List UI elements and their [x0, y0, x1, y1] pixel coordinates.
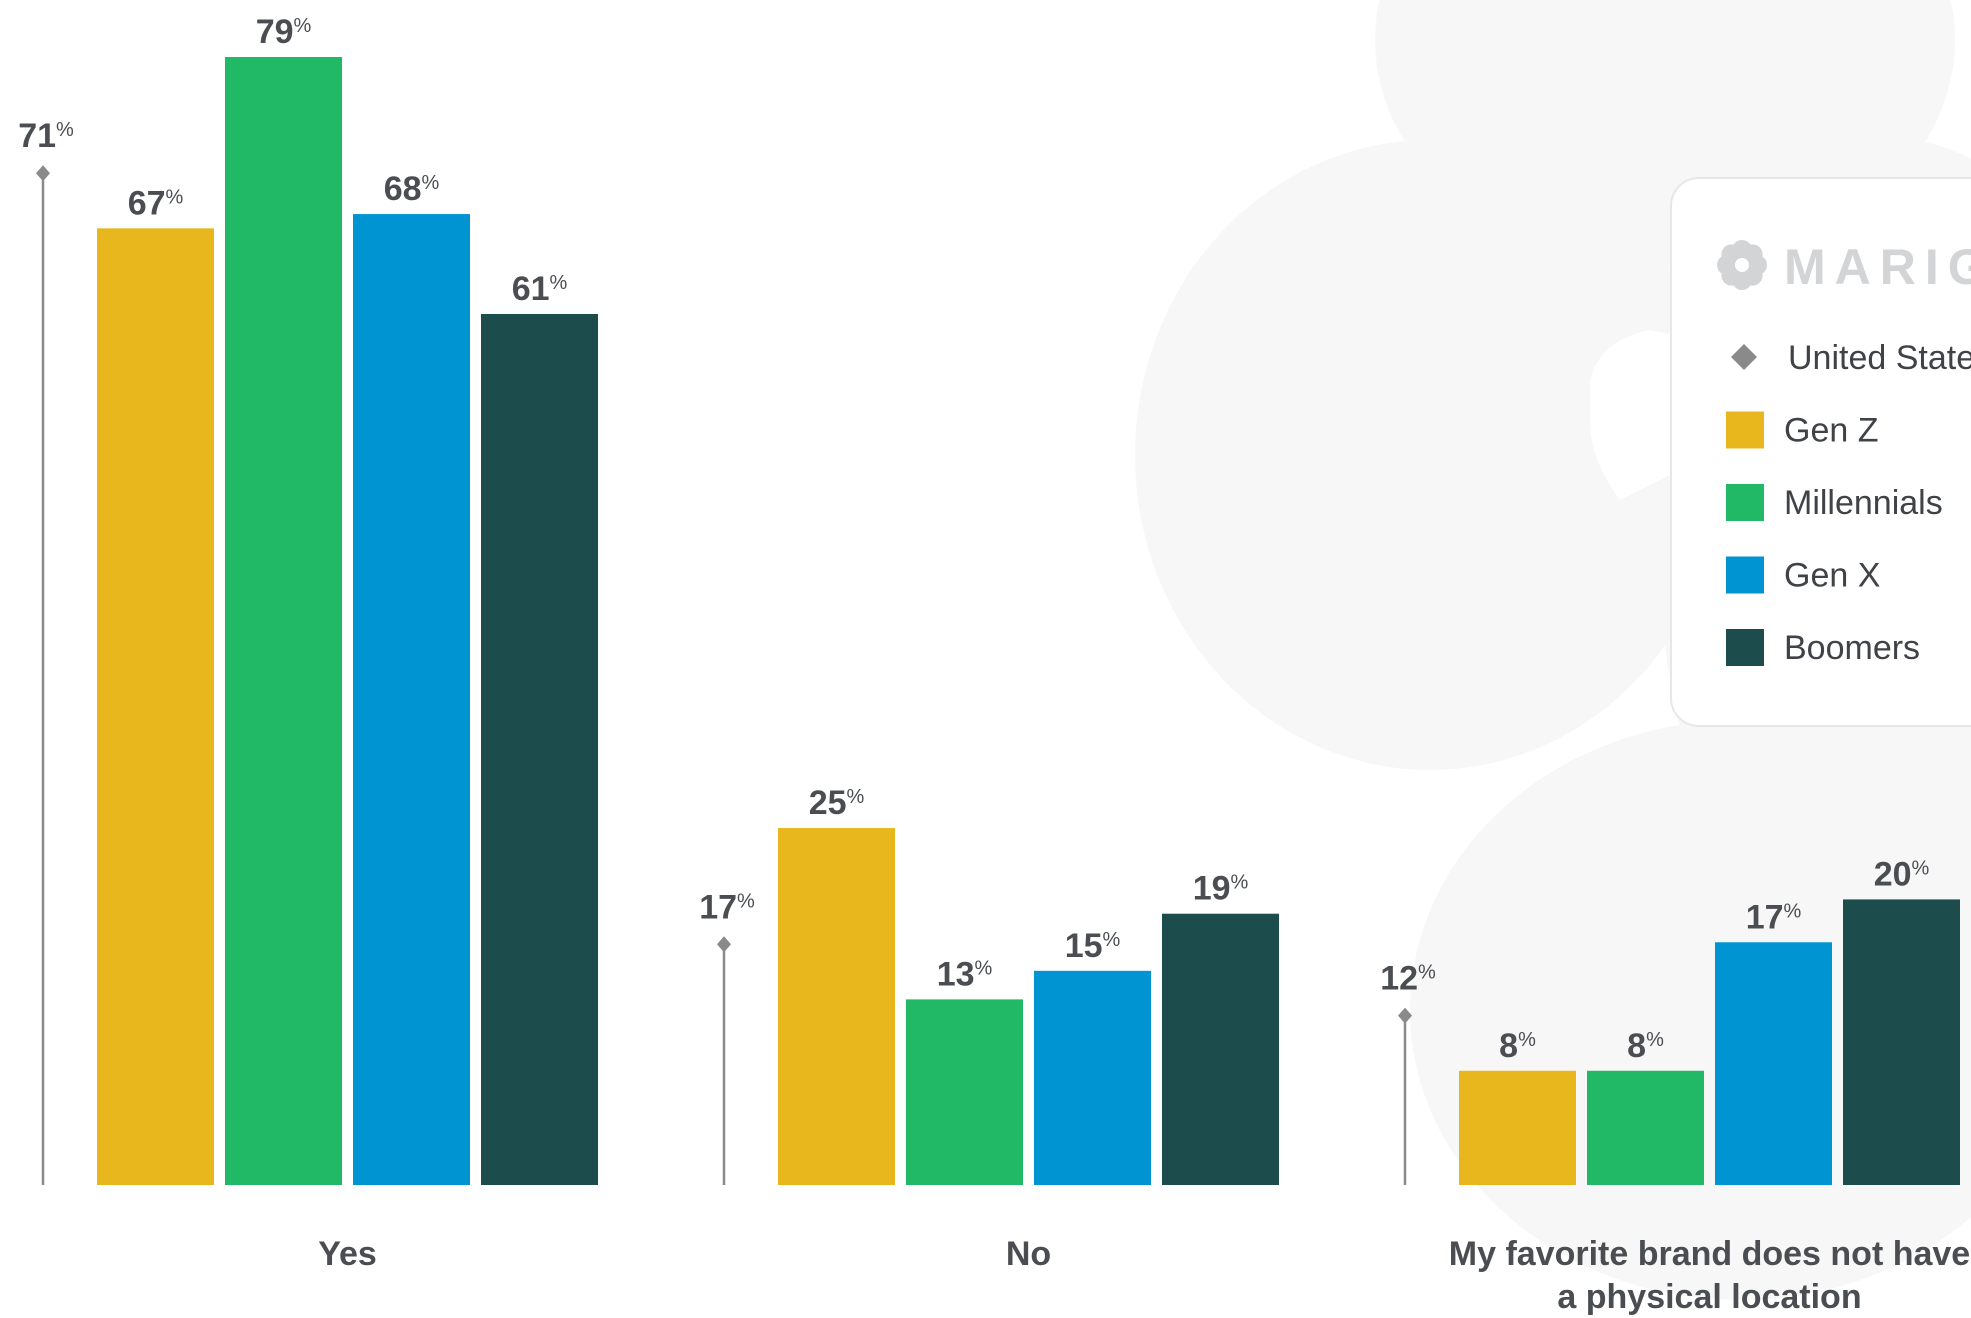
legend-label: Millennials	[1784, 484, 1943, 522]
category-label-no: No	[1006, 1235, 1051, 1273]
bar-millennials-my-favorite-brand-does-not-have-a-physical-location	[1587, 1070, 1704, 1185]
bar-value-label: 79%	[256, 13, 312, 51]
legend-label: Boomers	[1784, 629, 1920, 667]
benchmark-diamond	[1398, 1007, 1412, 1024]
category-label-yes: Yes	[318, 1235, 377, 1273]
legend-swatch	[1726, 556, 1764, 594]
benchmark-value-label: 17%	[699, 888, 755, 926]
benchmark-marker-no: 17%	[699, 888, 755, 1185]
benchmark-marker-my-favorite-brand-does-not-have-a-physical-location: 12%	[1380, 960, 1436, 1185]
benchmark-marker-yes: 71%	[18, 117, 74, 1185]
legend-swatch	[1726, 411, 1764, 449]
legend-item-gen-x: Gen X	[1726, 556, 1880, 595]
bar-boomers-yes	[481, 314, 598, 1185]
bar-gen-z-yes	[97, 228, 214, 1185]
benchmark-diamond	[717, 936, 731, 953]
bar-value-label: 25%	[809, 784, 865, 822]
benchmark-value-label: 71%	[18, 117, 74, 155]
marigold-flower-icon	[1717, 240, 1767, 290]
legend-label: Gen Z	[1784, 412, 1878, 450]
legend-item-millennials: Millennials	[1726, 484, 1943, 522]
bar-gen-z-my-favorite-brand-does-not-have-a-physical-location	[1459, 1070, 1576, 1185]
bar-value-label: 17%	[1746, 898, 1802, 936]
bar-value-label: 8%	[1627, 1027, 1664, 1065]
bar-value-label: 20%	[1874, 855, 1930, 893]
legend-item-gen-z: Gen Z	[1726, 411, 1878, 450]
bar-value-label: 68%	[384, 170, 440, 208]
legend-logo-text: MARIGOLD	[1784, 239, 1971, 295]
bar-millennials-yes	[225, 57, 342, 1185]
legend-label: Gen X	[1784, 557, 1880, 595]
legend-label: United States	[1788, 339, 1971, 377]
bar-gen-x-no	[1034, 970, 1151, 1185]
bar-gen-x-my-favorite-brand-does-not-have-a-physical-location	[1715, 942, 1832, 1185]
bar-value-label: 13%	[937, 955, 993, 993]
legend-swatch	[1726, 484, 1764, 521]
bar-value-label: 61%	[512, 270, 568, 308]
bar-boomers-no	[1162, 913, 1279, 1185]
bar-value-label: 8%	[1499, 1027, 1536, 1065]
bar-gen-z-no	[778, 828, 895, 1185]
benchmark-diamond	[36, 165, 50, 182]
legend-swatch	[1726, 629, 1764, 666]
legend-item-united-states: United States	[1731, 339, 1971, 377]
bar-value-label: 15%	[1065, 927, 1121, 965]
category-label-my-favorite-brand-does-not-have-a-physical-location-line-1: My favorite brand does not have	[1449, 1235, 1970, 1273]
bar-millennials-no	[906, 999, 1023, 1185]
diamond-icon	[1731, 344, 1757, 370]
bar-value-label: 19%	[1193, 870, 1249, 908]
bar-boomers-my-favorite-brand-does-not-have-a-physical-location	[1843, 899, 1960, 1185]
bar-value-label: 67%	[128, 184, 184, 222]
category-label-my-favorite-brand-does-not-have-a-physical-location-line-2: a physical location	[1557, 1278, 1861, 1316]
legend-item-boomers: Boomers	[1726, 629, 1920, 667]
bar-gen-x-yes	[353, 214, 470, 1185]
benchmark-value-label: 12%	[1380, 960, 1436, 998]
legend: MARIGOLD United States Gen Z Millennials Gen…	[1670, 177, 1971, 727]
